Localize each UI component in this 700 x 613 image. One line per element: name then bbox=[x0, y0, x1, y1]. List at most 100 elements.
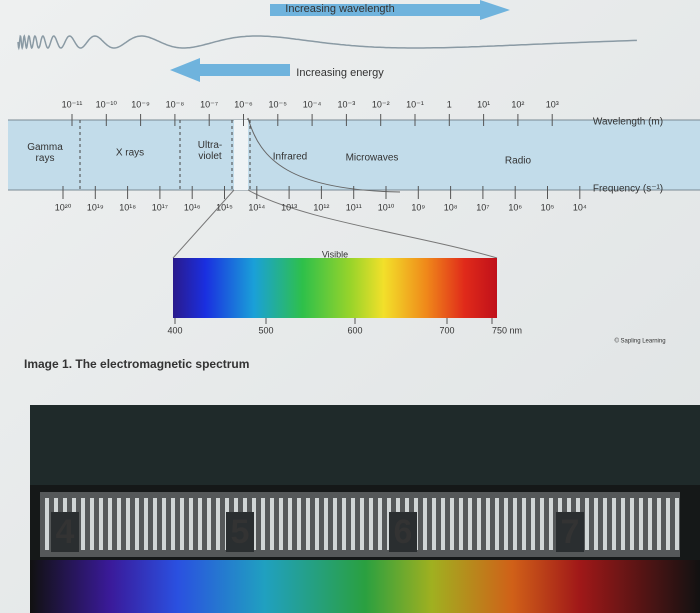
stripe bbox=[45, 498, 49, 550]
stripe bbox=[270, 498, 274, 550]
stripe bbox=[531, 498, 535, 550]
stripe bbox=[81, 498, 85, 550]
visible-slot bbox=[234, 120, 248, 190]
frequency-tick-label: 10⁶ bbox=[508, 202, 522, 212]
energy-arrow-label: Increasing energy bbox=[296, 67, 384, 79]
energy-arrow bbox=[170, 58, 290, 82]
stripe bbox=[324, 498, 328, 550]
frequency-tick-label: 10¹⁷ bbox=[152, 202, 168, 212]
stripe bbox=[549, 498, 553, 550]
stripe bbox=[297, 498, 301, 550]
stripe bbox=[459, 498, 463, 550]
frequency-tick-label: 10¹⁰ bbox=[378, 202, 395, 212]
stripe bbox=[477, 498, 481, 550]
stripe bbox=[639, 498, 643, 550]
ruler-digit: 6 bbox=[394, 513, 413, 551]
frequency-tick-label: 10⁷ bbox=[476, 202, 489, 212]
wave bbox=[17, 34, 637, 51]
wavelength-tick-label: 10² bbox=[511, 99, 524, 109]
wavelength-tick-label: 10³ bbox=[546, 99, 559, 109]
stripe bbox=[369, 498, 373, 550]
stripe bbox=[666, 498, 670, 550]
frequency-tick-label: 10¹¹ bbox=[346, 202, 362, 212]
visible-tick-label: 600 bbox=[347, 325, 362, 335]
photo-spectrum bbox=[30, 560, 700, 613]
frequency-tick-label: 10¹⁹ bbox=[87, 202, 104, 212]
ruler-digit-bg bbox=[389, 512, 417, 552]
stripe bbox=[423, 498, 427, 550]
region-label: Radio bbox=[505, 156, 532, 167]
wavelength-tick-label: 10⁻⁵ bbox=[269, 99, 288, 109]
stripe bbox=[621, 498, 625, 550]
stripe bbox=[378, 498, 382, 550]
frequency-tick-label: 10⁴ bbox=[573, 202, 587, 212]
stripe bbox=[333, 498, 337, 550]
stripe bbox=[486, 498, 490, 550]
wavelength-tick-label: 10⁻¹ bbox=[406, 99, 424, 109]
photo-top bbox=[30, 405, 700, 485]
stripe bbox=[198, 498, 202, 550]
visible-tick-label: 750 nm bbox=[492, 325, 522, 335]
stripe bbox=[144, 498, 148, 550]
wavelength-tick-label: 1 bbox=[447, 99, 452, 109]
caption: Image 1. The electromagnetic spectrum bbox=[24, 357, 249, 371]
stripe bbox=[657, 498, 661, 550]
stripe bbox=[468, 498, 472, 550]
stripe bbox=[306, 498, 310, 550]
spectrum-band bbox=[8, 120, 700, 190]
ruler-digit-bg bbox=[226, 512, 254, 552]
stripe bbox=[279, 498, 283, 550]
frequency-tick-label: 10¹⁸ bbox=[119, 202, 136, 212]
visible-tick-label: 500 bbox=[258, 325, 273, 335]
stripe bbox=[261, 498, 265, 550]
stripe bbox=[504, 498, 508, 550]
stripe bbox=[630, 498, 634, 550]
stripe bbox=[108, 498, 112, 550]
wavelength-label: Wavelength (m) bbox=[593, 117, 663, 128]
wavelength-tick-label: 10⁻² bbox=[372, 99, 390, 109]
stripe bbox=[360, 498, 364, 550]
wavelength-tick-label: 10⁻¹¹ bbox=[62, 99, 83, 109]
frequency-tick-label: 10²⁰ bbox=[55, 202, 72, 212]
stripe bbox=[675, 498, 679, 550]
top-arrow-label: Increasing wavelength bbox=[285, 3, 394, 15]
wavelength-tick-label: 10¹ bbox=[477, 99, 490, 109]
region-label: Microwaves bbox=[346, 153, 399, 164]
stripe bbox=[189, 498, 193, 550]
stripe bbox=[522, 498, 526, 550]
zoom-lines bbox=[172, 189, 498, 259]
stripe bbox=[288, 498, 292, 550]
visible-spectrum bbox=[173, 258, 497, 318]
stripe bbox=[171, 498, 175, 550]
stripe bbox=[441, 498, 445, 550]
stripe bbox=[99, 498, 103, 550]
wavelength-tick-label: 10⁻⁷ bbox=[200, 99, 218, 109]
wavelength-tick-label: 10⁻¹⁰ bbox=[96, 99, 118, 109]
frequency-tick-label: 10¹⁵ bbox=[216, 202, 233, 212]
stripe bbox=[342, 498, 346, 550]
stripe bbox=[207, 498, 211, 550]
stripe bbox=[432, 498, 436, 550]
stripe bbox=[495, 498, 499, 550]
wavelength-tick-label: 10⁻⁸ bbox=[166, 99, 185, 109]
frequency-tick-label: 10⁸ bbox=[444, 202, 458, 212]
ruler-digit: 5 bbox=[231, 513, 250, 551]
region-label: Gamma rays bbox=[27, 142, 63, 164]
stripe bbox=[135, 498, 139, 550]
stripe bbox=[351, 498, 355, 550]
stripe bbox=[126, 498, 130, 550]
stripe bbox=[603, 498, 607, 550]
stripe bbox=[585, 498, 589, 550]
wavelength-arrow bbox=[270, 0, 510, 20]
ruler-digit-bg bbox=[556, 512, 584, 552]
stripe bbox=[180, 498, 184, 550]
ruler-digit: 4 bbox=[56, 513, 75, 551]
wavelength-tick-label: 10⁻³ bbox=[338, 99, 356, 109]
frequency-tick-label: 10¹⁴ bbox=[248, 202, 265, 212]
frequency-tick-label: 10¹⁶ bbox=[184, 202, 201, 212]
stripe bbox=[540, 498, 544, 550]
ruler-digit-bg bbox=[51, 512, 79, 552]
stripe bbox=[612, 498, 616, 550]
frequency-tick-label: 10¹² bbox=[313, 202, 329, 212]
